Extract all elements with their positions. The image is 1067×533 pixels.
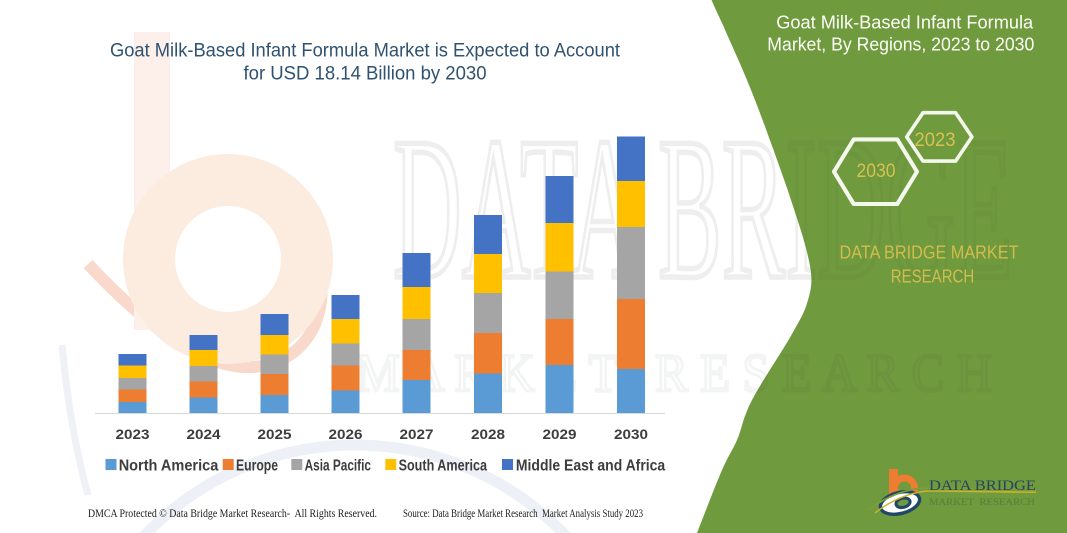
svg-text:2023: 2023	[915, 130, 956, 151]
svg-text:MARKET RESEARCH: MARKET RESEARCH	[929, 498, 1035, 508]
svg-text:2025: 2025	[258, 426, 292, 442]
svg-text:DMCA Protected © Data Bridge M: DMCA Protected © Data Bridge Market Rese…	[88, 508, 377, 520]
svg-text:Europe: Europe	[236, 457, 278, 474]
svg-text:2030: 2030	[857, 161, 896, 182]
svg-text:for USD 18.14 Billion by 2030: for USD 18.14 Billion by 2030	[244, 64, 487, 85]
svg-text:2028: 2028	[471, 426, 505, 442]
svg-text:2027: 2027	[400, 426, 434, 442]
svg-text:Middle East and Africa: Middle East and Africa	[516, 457, 666, 474]
svg-text:M A R K E T R E S E A R C H: M A R K E T R E S E A R C H	[356, 343, 992, 403]
svg-text:Market, By Regions, 2023 to 20: Market, By Regions, 2023 to 2030	[767, 33, 1034, 54]
svg-text:2023: 2023	[116, 426, 150, 442]
svg-text:Source: Data Bridge Market Res: Source: Data Bridge Market Research Mark…	[403, 508, 643, 520]
svg-text:DATA BRIDGE: DATA BRIDGE	[929, 478, 1036, 494]
svg-text:RESEARCH: RESEARCH	[891, 267, 975, 287]
svg-text:2030: 2030	[614, 426, 648, 442]
svg-text:2024: 2024	[187, 426, 221, 442]
svg-text:2026: 2026	[329, 426, 363, 442]
svg-text:Goat Milk-Based Infant Formula: Goat Milk-Based Infant Formula	[776, 11, 1034, 32]
svg-text:North America: North America	[119, 457, 219, 474]
svg-text:DATA BRIDGE MARKET: DATA BRIDGE MARKET	[840, 243, 1019, 263]
svg-text:South America: South America	[399, 457, 488, 474]
svg-text:DATA BRIDGE: DATA BRIDGE	[393, 96, 1013, 322]
svg-text:2029: 2029	[543, 426, 577, 442]
svg-text:Goat Milk-Based Infant Formula: Goat Milk-Based Infant Formula Market is…	[110, 41, 621, 62]
svg-text:Asia Pacific: Asia Pacific	[305, 457, 372, 474]
